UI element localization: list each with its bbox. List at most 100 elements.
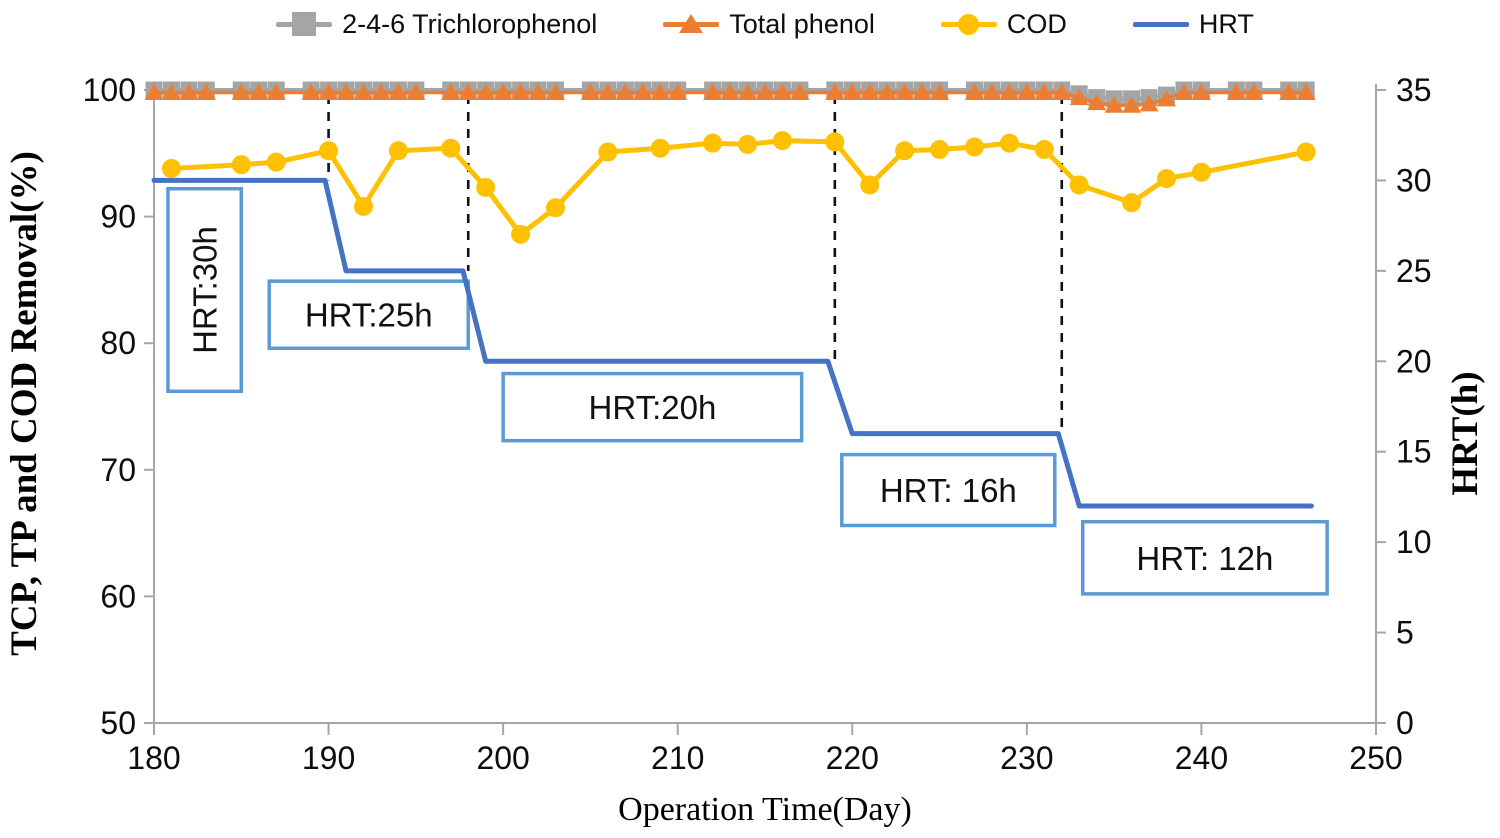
- series-cod: [161, 131, 1316, 244]
- hrt-legend-line-icon: [1132, 21, 1189, 27]
- cod-marker: [441, 138, 461, 158]
- left-axis-tick-label: 90: [100, 199, 136, 235]
- series-hrt: [151, 177, 1314, 509]
- cod-marker: [999, 133, 1019, 153]
- cod-line: [168, 138, 1309, 237]
- total-phenol-marker: [703, 83, 723, 101]
- cod-marker: [161, 158, 181, 178]
- cod-marker: [1122, 193, 1142, 213]
- total-phenol-marker: [790, 83, 810, 101]
- cod-marker: [772, 131, 792, 151]
- cod-marker: [388, 141, 408, 161]
- legend-label-total-phenol: Total phenol: [729, 8, 875, 39]
- x-axis-tick-label: 250: [1349, 740, 1402, 776]
- total-phenol-marker: [1139, 94, 1159, 112]
- cod-marker: [319, 141, 339, 161]
- hrt-annotation: HRT: 12h: [1080, 519, 1329, 596]
- hrt-annotation-box: [267, 279, 470, 351]
- total-phenol-marker: [249, 83, 269, 101]
- total-phenol-marker: [895, 83, 915, 101]
- total-phenol-marker: [1052, 83, 1072, 101]
- hrt-annotation-box: [1080, 519, 1329, 596]
- left-axis-title: TCP, TP and COD Removal(%): [4, 151, 45, 656]
- cod-markers: [161, 131, 1316, 244]
- x-axis-tick-label: 210: [651, 740, 704, 776]
- legend-label-hrt: HRT: [1198, 8, 1254, 39]
- right-axis-tick-label: 5: [1396, 615, 1414, 651]
- legend: 2-4-6 Trichlorophenol Total phenol COD H…: [150, 2, 1380, 46]
- total-phenol-marker: [738, 83, 758, 101]
- right-axis-tick-label: 10: [1396, 524, 1432, 560]
- cod-marker: [825, 132, 845, 152]
- total-phenol-marker: [668, 83, 688, 101]
- total-phenol-marker: [860, 83, 880, 101]
- x-axis-tick-label: 230: [1000, 740, 1053, 776]
- total-phenol-marker: [528, 83, 548, 101]
- cod-marker: [964, 137, 984, 157]
- x-axis-tick-label: 220: [826, 740, 879, 776]
- hrt-annotation: HRT: 16h: [840, 452, 1057, 528]
- total-phenol-marker: [964, 83, 984, 101]
- cod-marker: [511, 224, 531, 244]
- legend-item-hrt: HRT: [1132, 8, 1254, 40]
- total-phenol-marker: [1087, 93, 1107, 111]
- total-phenol-marker: [1069, 88, 1089, 106]
- hrt-annotation-label: HRT:20h: [589, 389, 717, 426]
- hrt-annotation-label: HRT:30h: [187, 226, 224, 354]
- total-phenol-marker: [1034, 83, 1054, 101]
- total-phenol-marker: [388, 83, 408, 101]
- total-phenol-marker: [912, 83, 932, 101]
- cod-marker: [703, 133, 723, 153]
- total-phenol-marker: [615, 83, 635, 101]
- total-phenol-marker: [930, 83, 950, 101]
- cod-marker: [650, 138, 670, 158]
- total-phenol-marker: [1174, 83, 1194, 101]
- total-phenol-marker: [598, 83, 618, 101]
- hrt-annotation-box: [840, 452, 1057, 528]
- left-axis-tick-label: 80: [100, 325, 136, 361]
- total-phenol-marker: [231, 83, 251, 101]
- x-axis-tick-label: 180: [127, 740, 180, 776]
- right-axis-tick-label: 20: [1396, 343, 1432, 379]
- total-phenol-marker: [1296, 83, 1316, 101]
- total-phenol-marker: [1104, 96, 1124, 113]
- total-phenol-marker: [196, 83, 216, 101]
- total-phenol-marker: [982, 83, 1002, 101]
- total-phenol-marker: [458, 83, 478, 101]
- total-phenol-marker: [1191, 83, 1211, 101]
- total-phenol-marker: [476, 83, 496, 101]
- total-phenol-marker: [371, 83, 391, 101]
- cod-marker: [266, 152, 286, 172]
- total-phenol-marker: [546, 83, 566, 101]
- x-axis-title: Operation Time(Day): [618, 791, 912, 828]
- right-axis-title: HRT(h): [1445, 371, 1486, 495]
- cod-marker: [895, 141, 915, 161]
- cod-circle-icon: [958, 13, 980, 35]
- total-phenol-marker: [353, 83, 373, 101]
- cod-marker: [1034, 140, 1054, 160]
- cod-marker: [738, 134, 758, 154]
- total-phenol-marker: [336, 83, 356, 101]
- left-axis-tick-label: 60: [100, 578, 136, 614]
- cod-marker: [353, 196, 373, 216]
- right-axis-tick-label: 30: [1396, 162, 1432, 198]
- legend-item-total-phenol: Total phenol: [663, 9, 875, 40]
- series-total-phenol: [144, 83, 1316, 113]
- right-axis-tick-label: 0: [1396, 705, 1414, 741]
- total-phenol-marker: [1279, 83, 1299, 101]
- total-phenol-triangle-icon: [679, 13, 704, 33]
- cod-marker: [1191, 162, 1211, 182]
- hrt-annotation: HRT:30h: [166, 186, 244, 394]
- total-phenol-marker: [1226, 83, 1246, 101]
- total-phenol-marker: [179, 83, 199, 101]
- total-phenol-marker: [633, 83, 653, 101]
- total-phenol-marker: [877, 83, 897, 101]
- left-axis-tick-label: 70: [100, 452, 136, 488]
- cod-marker: [1069, 175, 1089, 195]
- total-phenol-line: [152, 90, 1308, 107]
- cod-marker: [231, 155, 251, 175]
- total-phenol-marker: [772, 83, 792, 101]
- right-axis-tick-label: 15: [1396, 434, 1432, 470]
- cod-marker: [860, 175, 880, 195]
- right-axis-tick-label: 35: [1396, 72, 1432, 108]
